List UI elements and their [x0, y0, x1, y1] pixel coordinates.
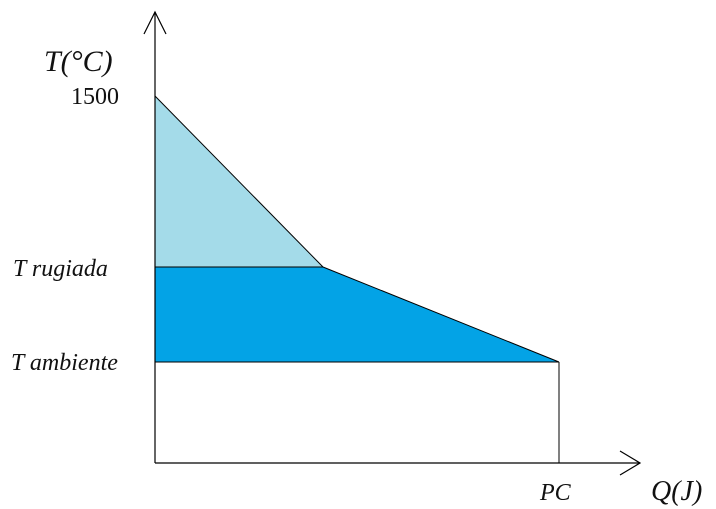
y-tick-ambient: T ambiente	[11, 350, 118, 376]
y-tick-dew-point: T rugiada	[13, 256, 108, 282]
x-axis-arrowhead	[619, 450, 642, 476]
x-tick-pc: PC	[539, 480, 572, 506]
y-axis-label: T(°C)	[44, 45, 113, 78]
x-axis-label: Q(J)	[651, 476, 702, 507]
steep-cooling-line	[154, 95, 324, 268]
lower-region-trapezoid	[155, 267, 559, 362]
y-axis-arrowhead	[143, 10, 167, 35]
shallow-cooling-line	[322, 266, 560, 363]
y-tick-1500: 1500	[71, 84, 119, 110]
